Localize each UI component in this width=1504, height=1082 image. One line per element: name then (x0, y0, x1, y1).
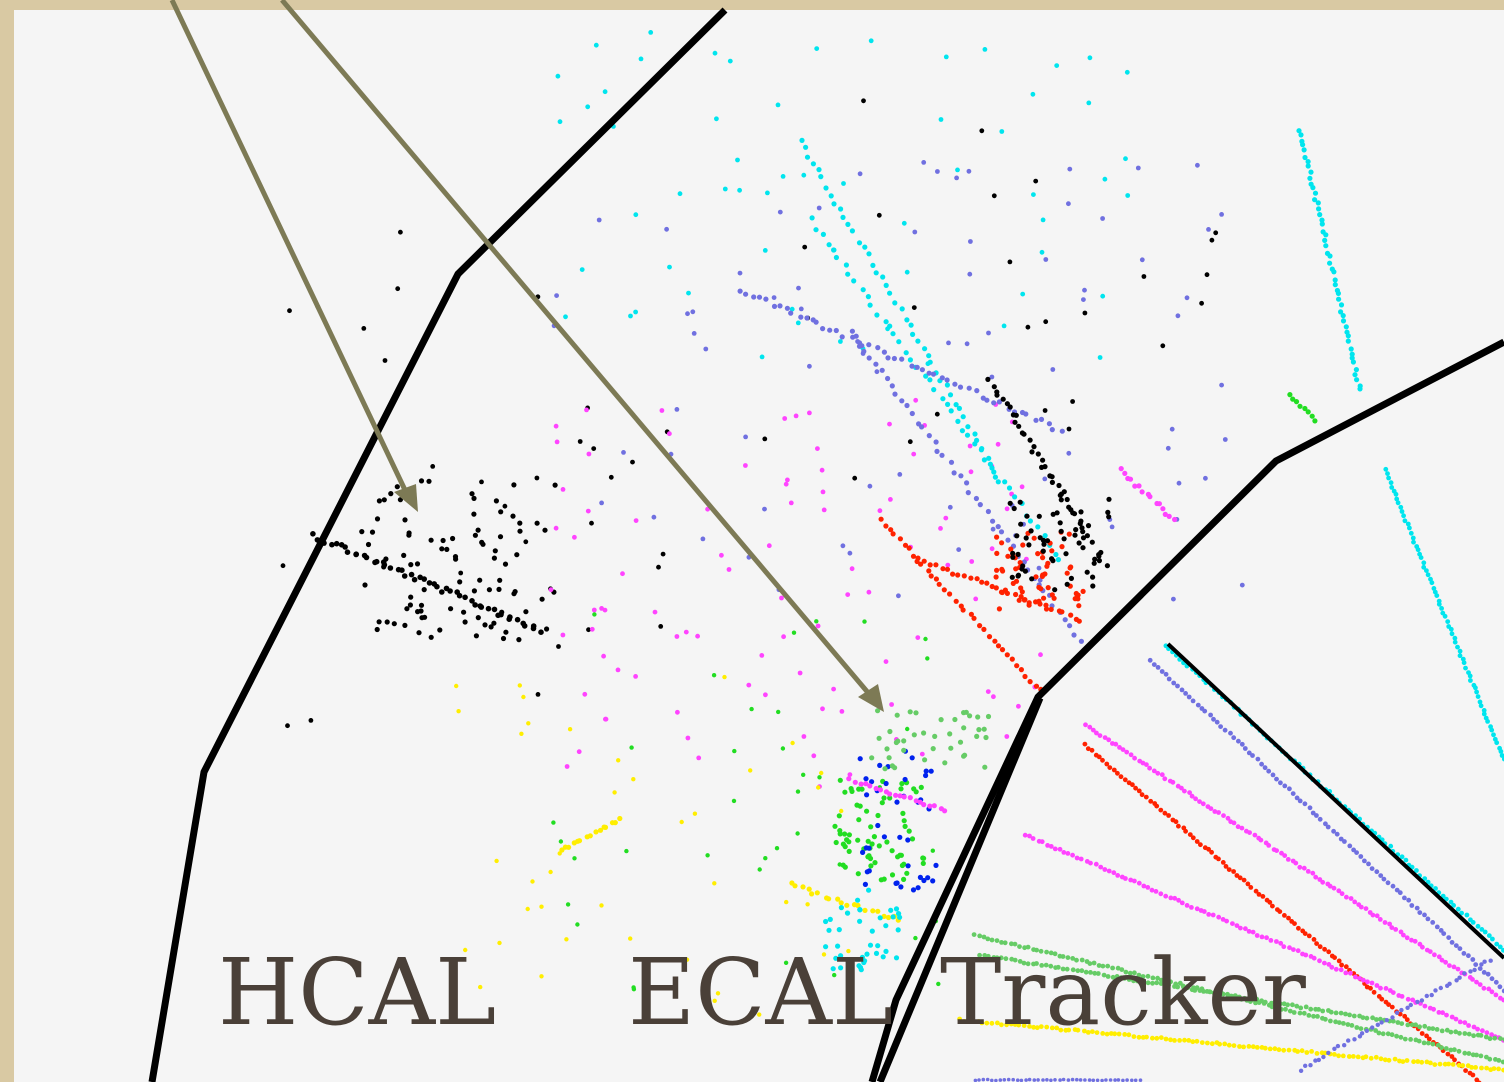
ecal-inner-boundary (876, 696, 1044, 1082)
tracker-boundary-line (1166, 642, 1504, 960)
hcal-outer-boundary (148, 7, 728, 1082)
hcal-inner-boundary (868, 338, 1504, 1082)
detector-boundaries (148, 7, 1504, 1082)
arrowhead-ecal (858, 684, 884, 712)
arrow-to-ecal-cluster (280, 0, 872, 697)
hit-points (280, 30, 1504, 1082)
label-tracker: Tracker (940, 939, 1306, 1046)
annotation-arrows (169, 0, 884, 712)
arrow-to-hcal-cluster (169, 0, 408, 492)
arrowhead-hcal (394, 484, 418, 512)
label-ecal: ECAL (628, 939, 893, 1046)
label-hcal: HCAL (218, 939, 496, 1046)
display-panel (14, 10, 1504, 1082)
